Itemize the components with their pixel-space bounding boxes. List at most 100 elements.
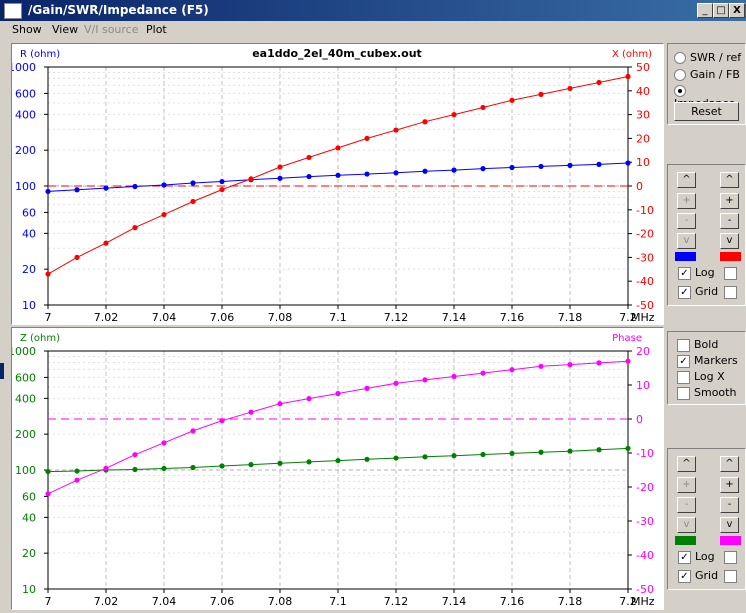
z-color-swatch[interactable] <box>675 536 696 545</box>
bottom-right-plus-button[interactable]: + <box>720 477 739 493</box>
x-tick-label: 7.16 <box>500 595 525 608</box>
x-tick-label: 7.06 <box>210 595 235 608</box>
series-marker-phase <box>74 477 80 483</box>
bold-checkbox[interactable] <box>677 338 690 352</box>
menu-view[interactable]: View <box>52 23 79 36</box>
radio-gain-label: Gain / FB <box>690 68 740 81</box>
series-marker-z <box>451 453 457 459</box>
right-tick-label: 50 <box>636 61 650 74</box>
top-grid-right-checkbox[interactable] <box>724 286 737 299</box>
bottom-scale-group: ^ ^ + + - - v v ✓ Log ✓ Grid <box>667 448 746 590</box>
options-group: Bold ✓ Markers Log X Smooth <box>667 331 746 405</box>
x-tick-label: 7.02 <box>94 311 119 324</box>
radio-swr[interactable]: SWR / ref <box>674 51 741 65</box>
top-right-minus-button[interactable]: - <box>720 213 739 229</box>
impedance-z-phase-plot-panel: Z (ohm) Phase 7 7.02 7.04 7.06 7.08 7.1 7.12 7.… <box>8 327 664 610</box>
bottom-grid-option[interactable]: ✓ Grid <box>678 569 718 583</box>
top-left-plus-button[interactable]: + <box>677 193 696 209</box>
top-left-down-button[interactable]: v <box>677 233 696 249</box>
series-marker-phase <box>480 370 486 376</box>
bottom-left-up-button[interactable]: ^ <box>677 456 696 472</box>
phase-axis-label: Phase <box>612 333 642 344</box>
top-grid-left-checkbox[interactable]: ✓ <box>678 285 691 299</box>
bold-option[interactable]: Bold <box>677 338 718 352</box>
bottom-grid-label: Grid <box>695 569 719 582</box>
x-tick-label: 7.06 <box>210 311 235 324</box>
series-marker-z <box>335 457 341 464</box>
left-tick-label: 10 <box>22 299 36 312</box>
close-button[interactable]: X <box>729 3 745 18</box>
series-marker-phase <box>364 385 370 391</box>
right-tick-label: -40 <box>636 549 654 562</box>
bottom-log-left-checkbox[interactable]: ✓ <box>678 550 691 564</box>
bottom-right-up-button[interactable]: ^ <box>720 456 739 472</box>
series-marker-x <box>248 176 254 182</box>
markers-option[interactable]: ✓ Markers <box>677 354 738 368</box>
left-tick-label: 60 <box>22 490 36 503</box>
top-left-minus-button[interactable]: - <box>677 213 696 229</box>
z-phase-chart: Z (ohm) Phase 7 7.02 7.04 7.06 7.08 7.1 7.12 7.… <box>8 333 655 608</box>
series-marker-phase <box>132 452 138 458</box>
smooth-option[interactable]: Smooth <box>677 386 736 400</box>
bottom-right-down-button[interactable]: v <box>720 517 739 533</box>
logx-checkbox[interactable] <box>677 370 690 384</box>
x-tick-label: 7.2 <box>619 595 637 608</box>
left-edge-marker <box>0 363 4 379</box>
logx-option[interactable]: Log X <box>677 370 725 384</box>
right-tick-label: -10 <box>636 447 654 460</box>
top-right-up-button[interactable]: ^ <box>720 172 739 188</box>
left-tick-label: 100 <box>15 464 36 477</box>
radio-swr-indicator[interactable] <box>674 52 686 64</box>
series-marker-x <box>190 198 196 205</box>
bottom-log-option[interactable]: ✓ Log <box>678 550 715 564</box>
markers-checkbox[interactable]: ✓ <box>677 354 690 368</box>
maximize-button[interactable]: □ <box>713 3 729 18</box>
top-log-left-checkbox[interactable]: ✓ <box>678 266 691 280</box>
top-log-option[interactable]: ✓ Log <box>678 266 715 280</box>
series-marker-z <box>625 445 631 451</box>
series-marker-z <box>161 465 167 472</box>
series-marker-phase <box>190 428 196 434</box>
top-left-up-button[interactable]: ^ <box>677 172 696 188</box>
reset-button[interactable]: Reset <box>674 102 739 121</box>
series-marker-phase <box>451 373 457 380</box>
bottom-left-minus-button[interactable]: - <box>677 497 696 513</box>
phase-color-swatch[interactable] <box>720 536 741 545</box>
right-tick-label: 10 <box>636 379 650 392</box>
menu-show[interactable]: Show <box>12 23 42 36</box>
radio-gain-indicator[interactable] <box>674 69 686 81</box>
x-unit-label: MHz <box>631 595 655 608</box>
left-tick-label: 10 <box>22 583 36 596</box>
r-color-swatch[interactable] <box>675 252 696 261</box>
series-marker-phase <box>161 440 167 446</box>
radio-impedance-indicator[interactable] <box>674 85 686 97</box>
right-tick-label: 40 <box>636 85 650 98</box>
rx-chart: R (ohm) ea1ddo_2el_40m_cubex.out X (ohm)… <box>8 47 655 324</box>
top-right-down-button[interactable]: v <box>720 233 739 249</box>
bottom-left-plus-button[interactable]: + <box>677 477 696 493</box>
series-marker-r <box>335 172 341 178</box>
radio-impedance[interactable]: Impedance <box>674 84 745 110</box>
right-tick-label: -50 <box>636 583 654 596</box>
series-marker-x <box>364 135 370 141</box>
x-color-swatch[interactable] <box>720 252 741 261</box>
menu-vi-source[interactable]: V/I source <box>84 23 139 36</box>
top-log-right-checkbox[interactable] <box>724 267 737 280</box>
top-right-plus-button[interactable]: + <box>720 193 739 209</box>
series-marker-phase <box>45 491 51 497</box>
radio-gain[interactable]: Gain / FB <box>674 68 740 82</box>
right-tick-label: -20 <box>636 481 654 494</box>
right-tick-label: 20 <box>636 132 650 145</box>
bottom-log-right-checkbox[interactable] <box>724 551 737 564</box>
series-marker-r <box>625 160 631 166</box>
bottom-grid-left-checkbox[interactable]: ✓ <box>678 569 691 583</box>
bottom-right-minus-button[interactable]: - <box>720 497 739 513</box>
minimize-button[interactable]: _ <box>697 3 713 18</box>
smooth-checkbox[interactable] <box>677 386 690 400</box>
bottom-grid-right-checkbox[interactable] <box>724 570 737 583</box>
series-marker-r <box>364 171 370 177</box>
top-grid-option[interactable]: ✓ Grid <box>678 285 718 299</box>
bottom-left-down-button[interactable]: v <box>677 517 696 533</box>
menu-plot[interactable]: Plot <box>146 23 167 36</box>
left-tick-label: 40 <box>22 227 36 240</box>
